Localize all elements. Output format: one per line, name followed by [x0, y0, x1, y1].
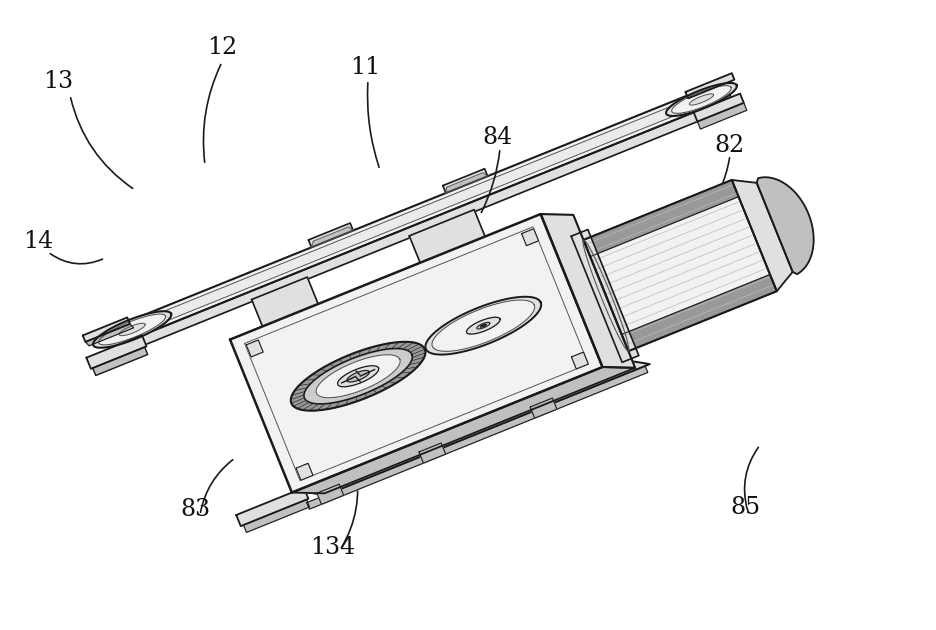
- Polygon shape: [379, 381, 399, 387]
- Polygon shape: [246, 340, 263, 357]
- Text: 13: 13: [43, 71, 73, 93]
- Polygon shape: [317, 365, 337, 371]
- Polygon shape: [296, 379, 314, 389]
- Polygon shape: [521, 229, 538, 246]
- Polygon shape: [317, 484, 344, 504]
- Polygon shape: [93, 347, 148, 375]
- Text: 14: 14: [22, 231, 53, 253]
- Polygon shape: [252, 277, 319, 329]
- Polygon shape: [571, 229, 639, 362]
- Polygon shape: [86, 335, 147, 369]
- Text: 12: 12: [207, 37, 237, 59]
- Polygon shape: [98, 314, 166, 345]
- Polygon shape: [392, 372, 412, 381]
- Polygon shape: [583, 180, 739, 256]
- Polygon shape: [425, 297, 541, 355]
- Polygon shape: [402, 364, 420, 373]
- Polygon shape: [93, 311, 171, 348]
- Polygon shape: [410, 356, 425, 365]
- Polygon shape: [111, 86, 724, 341]
- Polygon shape: [398, 342, 406, 348]
- Polygon shape: [119, 323, 145, 336]
- Polygon shape: [697, 103, 747, 129]
- Polygon shape: [466, 318, 500, 334]
- Polygon shape: [311, 404, 318, 411]
- Polygon shape: [300, 403, 310, 410]
- Polygon shape: [304, 348, 413, 404]
- Polygon shape: [694, 94, 744, 122]
- Polygon shape: [689, 94, 713, 105]
- Polygon shape: [756, 177, 813, 274]
- Text: 11: 11: [350, 57, 380, 79]
- Polygon shape: [413, 345, 423, 354]
- Polygon shape: [291, 387, 306, 397]
- Polygon shape: [111, 98, 737, 355]
- Polygon shape: [349, 352, 366, 356]
- Polygon shape: [316, 355, 401, 398]
- Polygon shape: [480, 324, 486, 327]
- Polygon shape: [541, 214, 636, 368]
- Polygon shape: [309, 223, 353, 248]
- Polygon shape: [338, 366, 379, 387]
- Polygon shape: [297, 360, 650, 495]
- Text: 84: 84: [483, 127, 513, 149]
- Polygon shape: [347, 370, 370, 382]
- Polygon shape: [293, 399, 304, 408]
- Polygon shape: [583, 240, 629, 351]
- Polygon shape: [332, 358, 351, 363]
- Polygon shape: [732, 180, 793, 291]
- Polygon shape: [446, 173, 488, 193]
- Polygon shape: [476, 323, 490, 329]
- Polygon shape: [243, 500, 310, 532]
- Polygon shape: [365, 390, 384, 394]
- Polygon shape: [672, 86, 731, 113]
- Polygon shape: [236, 488, 308, 526]
- Polygon shape: [384, 343, 392, 348]
- Polygon shape: [291, 342, 426, 411]
- Text: 134: 134: [311, 537, 356, 559]
- Text: 85: 85: [730, 496, 760, 520]
- Polygon shape: [85, 324, 134, 346]
- Polygon shape: [419, 443, 446, 463]
- Polygon shape: [409, 210, 486, 265]
- Text: 82: 82: [715, 134, 745, 156]
- Polygon shape: [291, 393, 302, 403]
- Polygon shape: [292, 367, 636, 493]
- Polygon shape: [622, 275, 777, 351]
- Polygon shape: [414, 349, 426, 359]
- Polygon shape: [666, 83, 737, 116]
- Polygon shape: [337, 401, 349, 406]
- Polygon shape: [443, 169, 488, 193]
- Polygon shape: [324, 404, 332, 410]
- Polygon shape: [685, 73, 735, 98]
- Polygon shape: [312, 227, 353, 248]
- Polygon shape: [571, 352, 589, 369]
- Polygon shape: [530, 398, 557, 418]
- Text: 83: 83: [180, 498, 210, 522]
- Polygon shape: [307, 366, 648, 509]
- Polygon shape: [407, 342, 417, 350]
- Polygon shape: [351, 397, 367, 401]
- Polygon shape: [296, 463, 313, 480]
- Polygon shape: [230, 214, 603, 493]
- Polygon shape: [305, 372, 324, 381]
- Polygon shape: [431, 300, 534, 352]
- Polygon shape: [82, 318, 130, 342]
- Polygon shape: [583, 180, 777, 351]
- Polygon shape: [103, 81, 731, 348]
- Polygon shape: [367, 346, 380, 351]
